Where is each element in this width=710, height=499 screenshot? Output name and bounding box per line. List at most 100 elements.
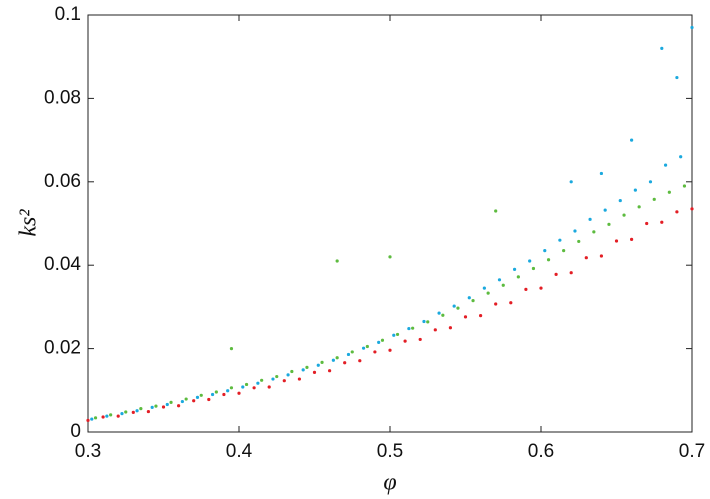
data-point [411, 326, 415, 330]
data-point [395, 332, 400, 337]
data-point [682, 184, 687, 188]
data-point [131, 410, 135, 415]
data-point [290, 369, 294, 374]
data-point [482, 286, 486, 290]
data-point [569, 271, 573, 275]
data-point [422, 319, 426, 324]
data-point [645, 221, 649, 226]
data-point [660, 46, 664, 50]
data-point [577, 239, 581, 244]
data-point [403, 339, 407, 343]
data-point [214, 390, 218, 394]
data-point [146, 409, 150, 414]
data-point [660, 220, 664, 224]
data-point [169, 400, 173, 404]
data-point [456, 306, 460, 310]
data-point [418, 337, 422, 342]
data-point [260, 378, 264, 382]
data-point [569, 180, 573, 184]
data-point [663, 163, 668, 167]
data-point [546, 258, 551, 262]
data-point [222, 392, 226, 397]
data-point [573, 229, 577, 233]
data-point [448, 326, 452, 330]
data-point [633, 188, 637, 192]
data-point [165, 402, 169, 407]
data-point [139, 407, 143, 411]
data-point [177, 404, 181, 408]
data-point [509, 301, 513, 305]
data-point [486, 291, 490, 295]
data-point [305, 365, 309, 369]
data-point [675, 75, 679, 80]
data-point [599, 254, 604, 258]
data-point [584, 256, 588, 260]
data-point [361, 346, 366, 350]
data-point [407, 326, 411, 331]
data-point [373, 350, 377, 354]
data-point [244, 382, 249, 387]
data-point [154, 404, 158, 408]
data-point [630, 138, 634, 142]
data-point [105, 414, 109, 418]
data-point [539, 286, 543, 290]
data-point [267, 385, 271, 389]
data-point [637, 205, 641, 209]
y-tick-label: 0.08 [44, 87, 81, 108]
y-tick-label: 0.06 [44, 171, 81, 192]
data-point [388, 348, 392, 352]
data-point [471, 299, 475, 303]
data-point [667, 190, 671, 194]
data-point [275, 374, 279, 379]
data-point [207, 397, 211, 402]
data-point [558, 238, 562, 242]
data-point [150, 405, 154, 409]
data-point [365, 344, 369, 349]
data-point [343, 361, 347, 365]
y-tick-label: 0.1 [55, 4, 81, 25]
data-point [388, 255, 392, 259]
data-point [320, 360, 324, 364]
data-point [312, 370, 317, 374]
data-point [690, 207, 694, 211]
x-tick-label: 0.5 [377, 441, 403, 462]
data-point [392, 333, 396, 337]
data-point [614, 239, 619, 243]
data-point [543, 249, 547, 253]
data-point [161, 405, 166, 409]
data-point [180, 399, 184, 404]
data-point [467, 296, 471, 300]
data-point [554, 272, 558, 276]
data-point [675, 210, 679, 214]
data-point [135, 409, 139, 413]
data-point [184, 397, 188, 401]
data-point [350, 350, 354, 354]
data-point [441, 313, 445, 317]
x-axis-title: φ [383, 470, 396, 496]
data-point [346, 352, 351, 357]
y-axis-title: ks² [16, 209, 42, 237]
x-tick-label: 0.7 [679, 441, 705, 462]
data-point [588, 217, 592, 221]
data-point [101, 415, 105, 419]
data-point [93, 416, 98, 420]
data-point [109, 413, 113, 417]
data-point [335, 259, 339, 263]
data-point [512, 267, 517, 271]
data-point [124, 410, 128, 414]
data-point [524, 287, 528, 291]
data-point [531, 266, 536, 271]
data-point [252, 386, 256, 390]
data-point [286, 373, 290, 377]
data-point [607, 222, 611, 226]
data-point [690, 25, 694, 30]
plot-frame [87, 14, 693, 433]
y-tick-label: 0 [70, 421, 81, 442]
data-point [358, 359, 362, 363]
data-point [297, 377, 301, 381]
x-tick-label: 0.6 [528, 441, 554, 462]
data-point [282, 379, 286, 383]
data-point [241, 385, 245, 389]
data-point [437, 311, 441, 315]
